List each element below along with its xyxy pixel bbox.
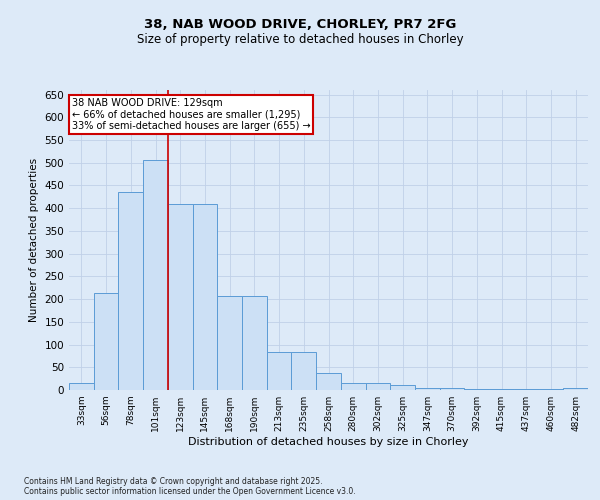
Text: Contains HM Land Registry data © Crown copyright and database right 2025.
Contai: Contains HM Land Registry data © Crown c… <box>24 476 356 496</box>
Bar <box>168 204 193 390</box>
Bar <box>292 352 316 390</box>
Bar <box>365 383 390 390</box>
Bar <box>242 296 267 390</box>
X-axis label: Distribution of detached houses by size in Chorley: Distribution of detached houses by size … <box>188 437 469 447</box>
Bar <box>217 296 242 390</box>
Bar <box>489 388 514 390</box>
Bar <box>440 388 464 390</box>
Y-axis label: Number of detached properties: Number of detached properties <box>29 158 39 322</box>
Bar <box>267 352 292 390</box>
Bar <box>415 388 440 390</box>
Bar <box>316 372 341 390</box>
Bar <box>563 388 588 390</box>
Bar <box>390 384 415 390</box>
Bar <box>118 192 143 390</box>
Bar <box>143 160 168 390</box>
Text: 38 NAB WOOD DRIVE: 129sqm
← 66% of detached houses are smaller (1,295)
33% of se: 38 NAB WOOD DRIVE: 129sqm ← 66% of detac… <box>71 98 310 130</box>
Bar <box>464 388 489 390</box>
Text: 38, NAB WOOD DRIVE, CHORLEY, PR7 2FG: 38, NAB WOOD DRIVE, CHORLEY, PR7 2FG <box>144 18 456 30</box>
Text: Size of property relative to detached houses in Chorley: Size of property relative to detached ho… <box>137 32 463 46</box>
Bar <box>193 204 217 390</box>
Bar <box>94 293 118 390</box>
Bar <box>69 383 94 390</box>
Bar <box>539 389 563 390</box>
Bar <box>341 383 365 390</box>
Bar <box>514 389 539 390</box>
